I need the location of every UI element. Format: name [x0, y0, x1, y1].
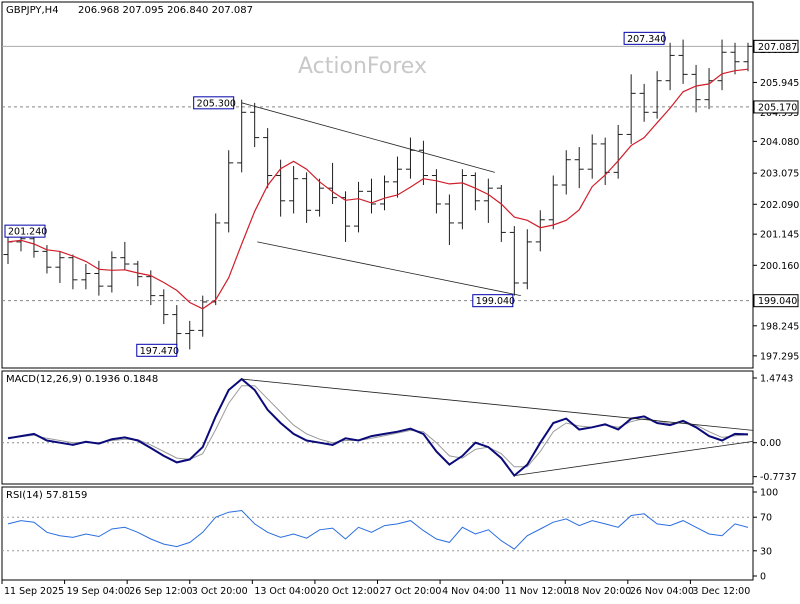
level-label: 205.300 [197, 98, 236, 109]
level-label-box [4, 224, 46, 238]
channel-lower-line [257, 241, 521, 297]
time-axis-label: 27 Oct 20:00 [380, 586, 442, 597]
macd-lower-trendline [514, 440, 754, 477]
time-axis-label: 26 Sep 12:00 [129, 586, 192, 597]
time-axis-label: 3 Dec 12:00 [692, 586, 750, 597]
watermark: ActionForex [298, 54, 427, 79]
price-plot: 207.340 205.300 201.240 199.040 197.470 [2, 31, 753, 357]
time-axis-label: 19 Sep 04:00 [67, 586, 130, 597]
moving-average-line [7, 68, 749, 310]
level-label-box [623, 31, 665, 45]
macd-main-line [7, 377, 749, 478]
price-axis-label: 201.145 [760, 230, 799, 241]
rsi-label: RSI(14) 57.8159 [6, 490, 87, 501]
rsi-axis-label: 100 [760, 488, 778, 499]
level-label: 197.470 [140, 346, 179, 357]
price-axis-label: 203.075 [760, 169, 799, 180]
macd-panel [1, 370, 754, 485]
time-axis-label: 3 Oct 20:00 [192, 586, 248, 597]
rsi-line [7, 509, 749, 550]
level-label-box [472, 294, 514, 308]
rsi-panel [1, 486, 754, 581]
rsi-axis-label: 0 [760, 572, 766, 583]
channel-upper-line [241, 102, 495, 173]
price-panel [1, 1, 754, 369]
level-label: 201.240 [8, 227, 47, 238]
macd-axis-label: 1.4743 [760, 374, 793, 385]
time-axis-label: 26 Nov 04:00 [630, 586, 694, 597]
axis-value-box [753, 294, 799, 308]
time-axis-label: 11 Sep 2025 [4, 586, 64, 597]
symbol-label: GBPJPY,H4 [6, 5, 59, 16]
level-label: 199.040 [476, 296, 515, 307]
rsi-plot [2, 509, 753, 552]
axes: 206.980205.945204.995204.080203.075202.0… [1, 39, 799, 597]
price-axis-label: 200.160 [760, 261, 799, 272]
axis-value-box [753, 39, 799, 53]
level-label-box [136, 343, 178, 357]
price-axis-label: 198.245 [760, 321, 799, 332]
level-label-box [193, 96, 235, 110]
price-axis-label: 205.945 [760, 78, 799, 89]
price-axis-label: 204.995 [760, 108, 799, 119]
time-axis-label: 13 Oct 04:00 [254, 586, 316, 597]
macd-plot [2, 377, 754, 478]
rsi-axis-label: 30 [760, 546, 772, 557]
macd-axis-label: 0.00 [760, 438, 781, 449]
time-axis-label: 4 Nov 04:00 [442, 586, 500, 597]
time-axis-label: 20 Oct 12:00 [317, 586, 379, 597]
rsi-axis-label: 70 [760, 513, 772, 524]
macd-axis-label: -0.7737 [760, 472, 797, 483]
price-axis-label: 204.080 [760, 137, 799, 148]
macd-upper-trendline [241, 378, 754, 431]
axis-value-box [753, 100, 799, 114]
level-label: 207.340 [627, 34, 666, 45]
price-axis-label: 202.090 [760, 200, 799, 211]
macd-label: MACD(12,26,9) 0.1936 0.1848 [6, 374, 158, 385]
ohlc-readout: 206.968 207.095 206.840 207.087 [78, 5, 253, 16]
axis-value-label: 199.040 [758, 296, 797, 307]
axis-value-label: 205.170 [758, 102, 797, 113]
axis-value-label: 207.087 [758, 42, 797, 53]
time-axis-label: 18 Nov 20:00 [567, 586, 631, 597]
time-axis-label: 11 Nov 12:00 [505, 586, 569, 597]
price-axis-label: 197.295 [760, 351, 799, 362]
